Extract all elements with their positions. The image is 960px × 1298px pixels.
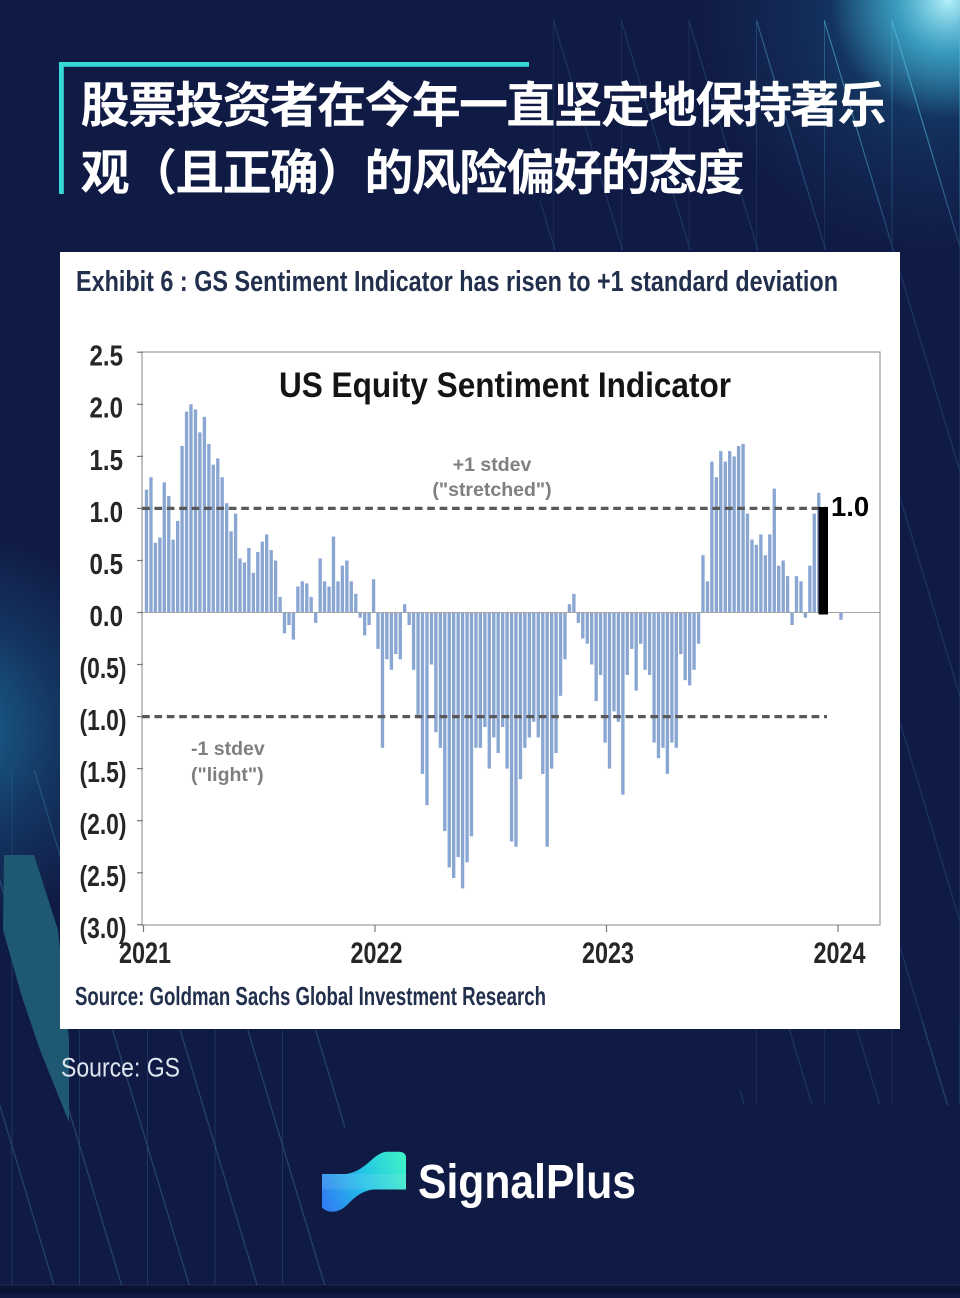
- svg-text:0.0: 0.0: [90, 601, 124, 633]
- svg-text:("stretched"): ("stretched"): [432, 479, 551, 501]
- svg-text:2022: 2022: [351, 937, 403, 970]
- svg-text:("light"): ("light"): [191, 764, 264, 786]
- svg-text:2021: 2021: [119, 937, 171, 970]
- svg-text:2023: 2023: [582, 937, 634, 970]
- svg-text:-1 stdev: -1 stdev: [191, 738, 265, 760]
- svg-text:2.0: 2.0: [90, 393, 124, 425]
- svg-text:(1.0): (1.0): [80, 705, 127, 737]
- svg-text:(2.0): (2.0): [80, 809, 127, 841]
- svg-text:(3.0): (3.0): [80, 913, 127, 945]
- svg-text:Source: Goldman Sachs Global I: Source: Goldman Sachs Global Investment …: [75, 981, 546, 1011]
- svg-text:(2.5): (2.5): [80, 861, 127, 893]
- svg-text:Exhibit 6 : GS Sentiment Indic: Exhibit 6 : GS Sentiment Indicator has r…: [76, 266, 838, 298]
- svg-text:Source: GS: Source: GS: [61, 1053, 180, 1083]
- svg-text:(0.5): (0.5): [80, 653, 127, 685]
- svg-text:2024: 2024: [814, 937, 866, 970]
- svg-text:(1.5): (1.5): [80, 757, 127, 789]
- svg-text:1.5: 1.5: [90, 445, 124, 477]
- svg-text:0.5: 0.5: [90, 549, 124, 581]
- svg-text:+1 stdev: +1 stdev: [453, 454, 532, 476]
- svg-text:1.0: 1.0: [90, 497, 124, 529]
- svg-text:SignalPlus: SignalPlus: [418, 1156, 636, 1209]
- svg-text:US Equity Sentiment Indicator: US Equity Sentiment Indicator: [279, 366, 731, 405]
- svg-text:1.0: 1.0: [831, 491, 869, 522]
- svg-text:2.5: 2.5: [90, 341, 124, 373]
